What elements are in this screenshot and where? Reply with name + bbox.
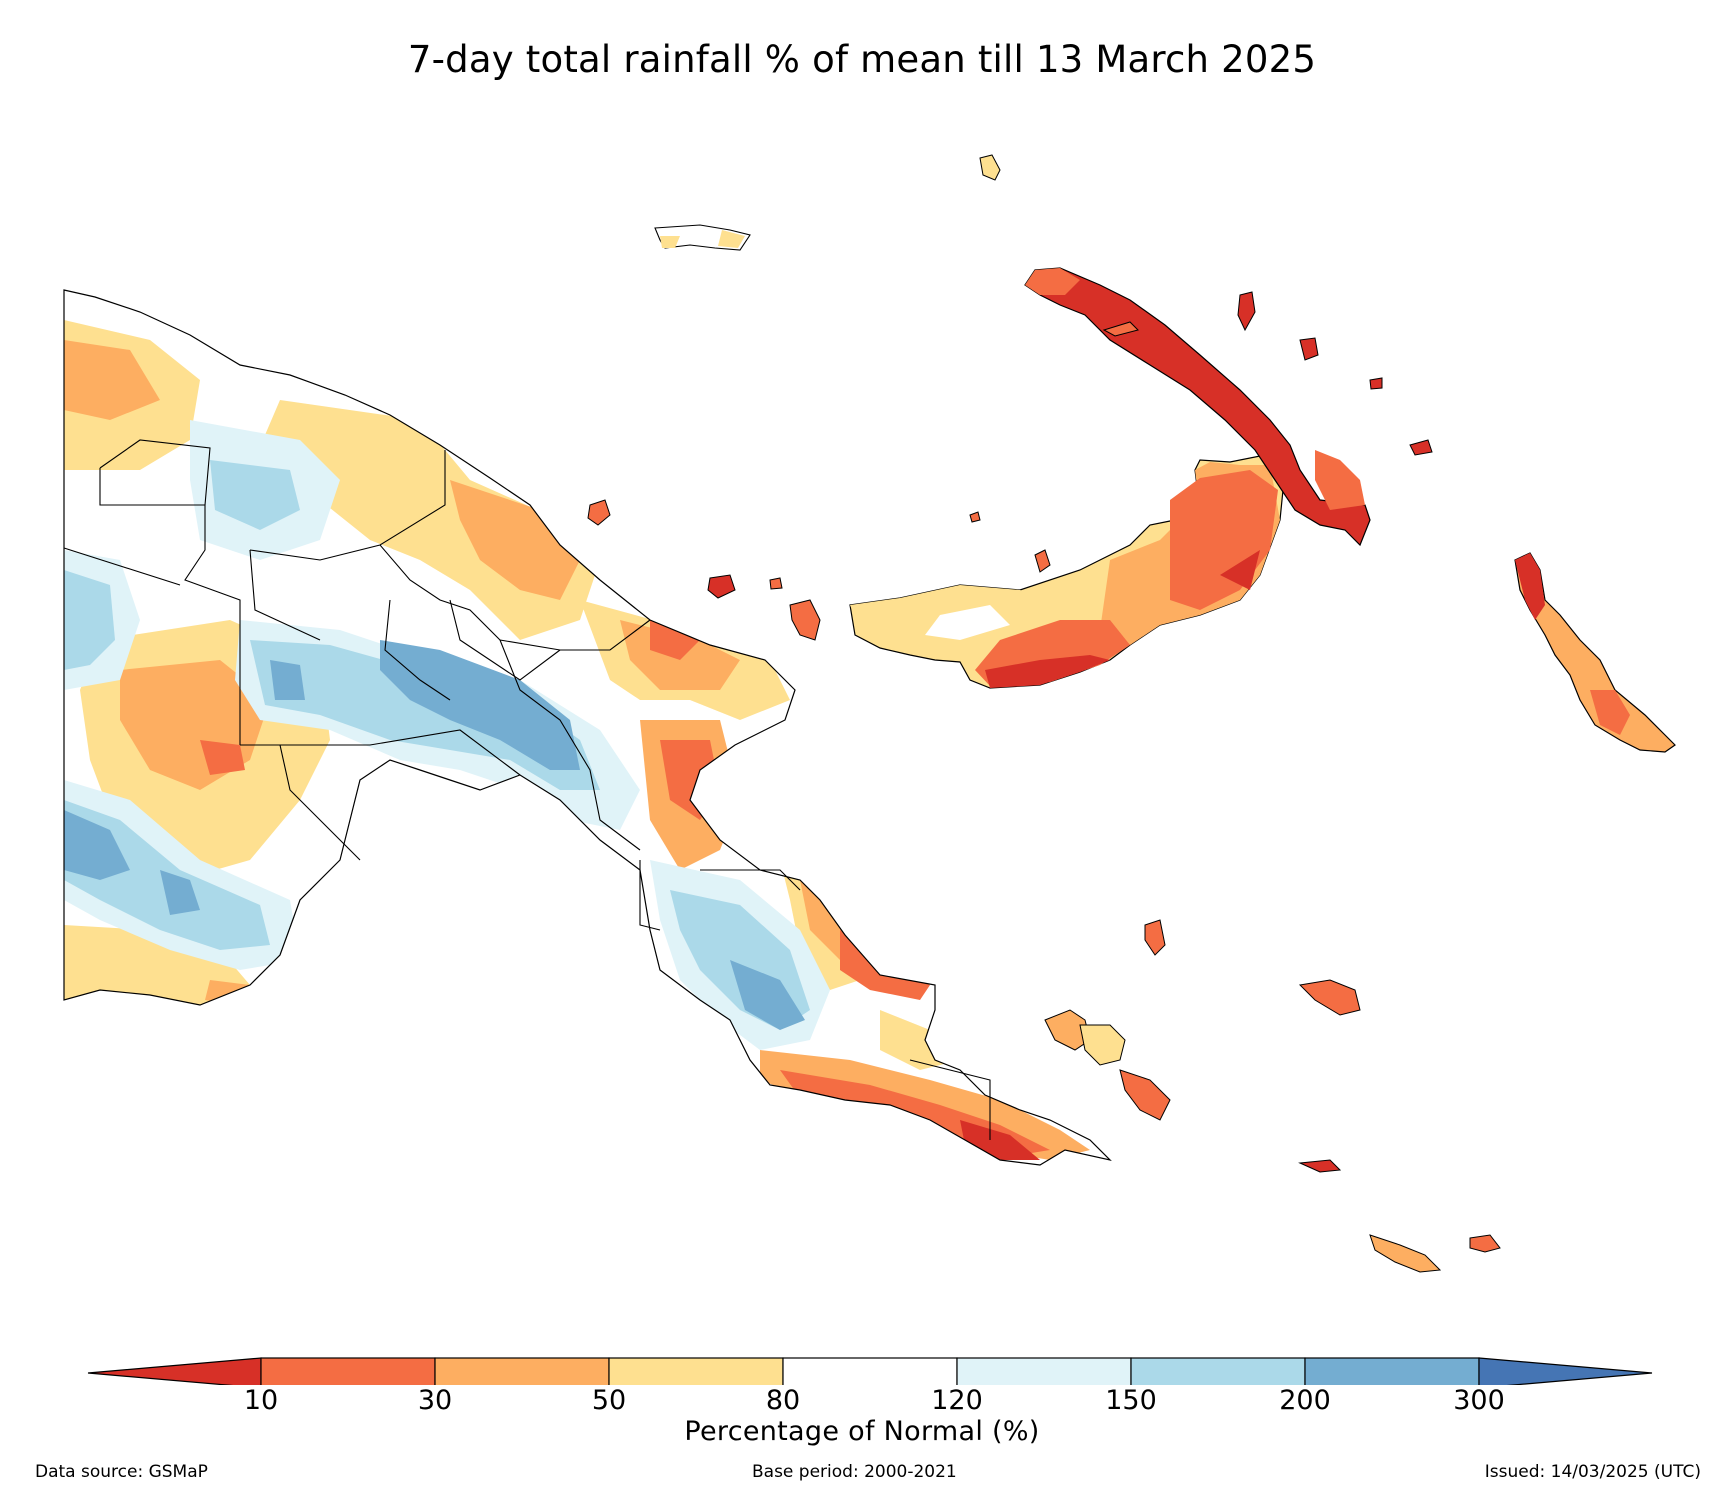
colorbar-arrow-high [1478, 1357, 1653, 1385]
trobriand-woodlark-islands [1144, 919, 1361, 1016]
bougainville [1514, 552, 1676, 753]
new-ireland [1024, 267, 1371, 547]
colorbar-tick-150: 150 [1105, 1385, 1157, 1416]
colorbar-tick-10: 10 [243, 1385, 279, 1416]
colorbar-bin-150-200 [1130, 1357, 1306, 1385]
north-coast-islands [587, 154, 1433, 641]
colorbar-bin-10-30 [260, 1357, 436, 1385]
new-britain [849, 454, 1286, 689]
colorbar-tick-300: 300 [1453, 1385, 1505, 1416]
colorbar-bin-200-300 [1304, 1357, 1480, 1385]
colorbar-tick-80: 80 [765, 1385, 801, 1416]
data-source: Data source: GSMaP [35, 1462, 208, 1482]
map-title: 7-day total rainfall % of mean till 13 M… [407, 38, 1317, 81]
colorbar-bin-120-150 [956, 1357, 1132, 1385]
colorbar-bin-80-120 [782, 1357, 958, 1385]
colorbar-tick-30: 30 [417, 1385, 453, 1416]
base-period: Base period: 2000-2021 [752, 1462, 957, 1482]
louisiade-islands [1298, 1159, 1501, 1273]
colorbar-bin-30-50 [434, 1357, 610, 1385]
colorbar-label: Percentage of Normal (%) [684, 1416, 1040, 1447]
dentrecasteaux-islands [1044, 1009, 1171, 1121]
colorbar-bin-50-80 [608, 1357, 784, 1385]
rainfall-map [63, 154, 1676, 1273]
colorbar-arrow-low [87, 1357, 262, 1385]
province-boundaries [63, 439, 991, 1140]
colorbar-tick-120: 120 [931, 1385, 983, 1416]
issued-date: Issued: 14/03/2025 (UTC) [1484, 1462, 1701, 1482]
colorbar [87, 1357, 1653, 1385]
mainland-new-guinea [63, 289, 1112, 1166]
manus-island [654, 224, 751, 251]
colorbar-tick-200: 200 [1279, 1385, 1331, 1416]
colorbar-tick-50: 50 [591, 1385, 627, 1416]
